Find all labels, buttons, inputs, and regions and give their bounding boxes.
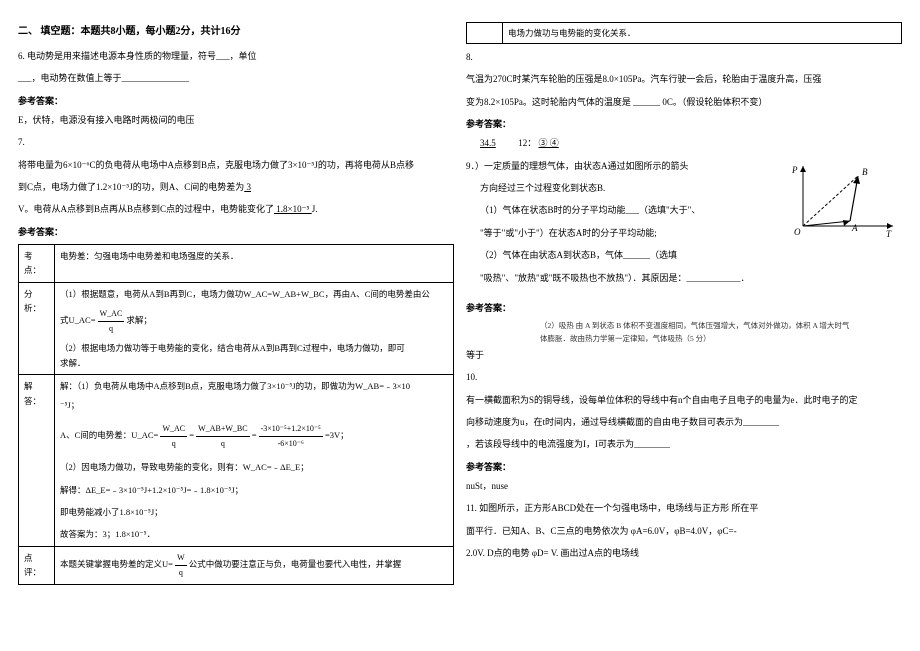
denominator: q bbox=[160, 437, 187, 451]
q10-line1: 有一横截面积为S的铜导线，设每单位体积的导线中有n个自由电子且电子的电量为e．此… bbox=[466, 393, 902, 407]
text-line: 式U_AC= W_ACq 求解； bbox=[60, 307, 448, 335]
text-line: ⁻⁵J； bbox=[60, 398, 448, 412]
answer-header: 参考答案： bbox=[466, 301, 902, 314]
pt-graph: P B A T O bbox=[788, 161, 898, 241]
q6-line1: 6. 电动势是用来描述电源本身性质的物理量，符号___，单位 bbox=[18, 49, 454, 63]
row-label: 考点： bbox=[19, 244, 55, 282]
q9-line5: （2）气体在由状态A到状态B，气体______（选填 bbox=[466, 248, 902, 262]
q6-answer: E，伏特，电源没有接入电路时两极间的电压 bbox=[18, 113, 454, 127]
q10-num: 10. bbox=[466, 370, 902, 384]
q8-num: 8. bbox=[466, 50, 902, 64]
text-line: （2）根据电场力做功等于电势能的变化，结合电荷从A到B再到C过程中，电场力做功，… bbox=[60, 341, 448, 355]
q8-line2: 变为8.2×105Pa。这时轮胎内气体的温度是 ______ 0C。（假设轮胎体… bbox=[466, 95, 902, 109]
q11-line2: 面平行．已知A、B、C三点的电势依次为 φA=6.0V，φB=4.0V，φC=- bbox=[466, 524, 902, 538]
numerator: W_AC bbox=[160, 422, 187, 437]
answer-header: 参考答案： bbox=[18, 94, 454, 107]
q8-line1: 气温为270C时某汽车轮胎的压强是8.0×105Pa。汽车行驶一会后，轮胎由于温… bbox=[466, 72, 902, 86]
fraction: Wq bbox=[175, 551, 187, 579]
txt: = bbox=[252, 430, 257, 440]
q7-line2: 到C点，电场力做了1.2×10⁻⁵J的功，则A、C间的电势差为 3 bbox=[18, 180, 454, 194]
denominator: q bbox=[98, 322, 125, 336]
q11-line1: 11. 如图所示，正方形ABCD处在一个匀强电场中，电场线与正方形 所在平 bbox=[466, 501, 902, 515]
q11-line3: 2.0V. D点的电势 φD= V. 画出过A点的电场线 bbox=[466, 546, 902, 560]
q7-l2-text: 到C点，电场力做了1.2×10⁻⁵J的功，则A、C间的电势差为 bbox=[18, 182, 244, 192]
text-line: （1）根据题意，电荷从A到B再到C，电场力做功W_AC=W_AB+W_BC，再由… bbox=[60, 287, 448, 301]
row-content: 电势差：匀强电场中电势差和电场强度的关系． bbox=[55, 244, 454, 282]
fraction: -3×10⁻⁵+1.2×10⁻⁵-6×10⁻⁶ bbox=[259, 422, 323, 450]
ans-a: 34.5 bbox=[480, 138, 496, 148]
q7-num: 7. bbox=[18, 135, 454, 149]
row-label: 解答： bbox=[19, 375, 55, 547]
row-label: 点评： bbox=[19, 546, 55, 584]
q8-answer: 34.5 12： ③ ④ bbox=[466, 136, 902, 150]
q9-line6: "吸热"、"放热"或"既不吸热也不放热"）．其原因是：____________． bbox=[466, 271, 902, 285]
ans-b: 12： bbox=[518, 138, 536, 148]
q7-blank1: 3 bbox=[244, 182, 251, 192]
q7-l3-text: V。电荷从A点移到B点再从B点移到C点的过程中，电势能变化了 bbox=[18, 204, 274, 214]
row-label: 分析： bbox=[19, 282, 55, 375]
left-column: 二、 填空题：本题共8小题，每小题2分，共计16分 6. 电动势是用来描述电源本… bbox=[18, 22, 454, 641]
origin-o: O bbox=[794, 227, 801, 237]
text-line: 解得：ΔE_E=﹣3×10⁻⁵J+1.2×10⁻⁵J=﹣1.8×10⁻⁵J； bbox=[60, 483, 448, 497]
txt: 式U_AC= bbox=[60, 315, 96, 325]
axis-p: P bbox=[791, 165, 798, 175]
point-a: A bbox=[851, 223, 858, 233]
text-line: 即电势能减小了1.8×10⁻⁵J； bbox=[60, 505, 448, 519]
q6-line2: ___，电动势在数值上等于_______________ bbox=[18, 71, 454, 85]
q10-answer: nuSt，nuse bbox=[466, 479, 902, 493]
denominator: q bbox=[196, 437, 249, 451]
numerator: W bbox=[175, 551, 187, 566]
numerator: -3×10⁻⁵+1.2×10⁻⁵ bbox=[259, 422, 323, 437]
q10-line3: ，若该段导线中的电流强度为I，I可表示为________ bbox=[466, 437, 902, 451]
denominator: q bbox=[175, 566, 187, 580]
answer-header-2: 参考答案： bbox=[18, 225, 454, 238]
row-content: 解：（1）负电荷从电场中A点移到B点，克服电场力做了3×10⁻⁵J的功，即做功为… bbox=[55, 375, 454, 547]
numerator: W_AB+W_BC bbox=[196, 422, 249, 437]
q9-note2: 体膨胀．故由热力学第一定律知，气体吸热（5 分） bbox=[526, 333, 902, 344]
equation-line: A、C间的电势差：U_AC= W_ACq = W_AB+W_BCq = -3×1… bbox=[60, 422, 448, 450]
continuation-box: 电场力做功与电势能的变化关系． bbox=[466, 22, 902, 44]
solution-table: 考点： 电势差：匀强电场中电势差和电场强度的关系． 分析： （1）根据题意，电荷… bbox=[18, 244, 454, 585]
numerator: W_AC bbox=[98, 307, 125, 322]
answer-header: 参考答案： bbox=[466, 117, 902, 130]
q7-line1: 将带电量为6×10⁻⁶C的负电荷从电场中A点移到B点，克服电场力做了3×10⁻⁵… bbox=[18, 158, 454, 172]
denominator: -6×10⁻⁶ bbox=[259, 437, 323, 451]
txt: =3V； bbox=[325, 430, 349, 440]
txt: 求解； bbox=[126, 315, 152, 325]
section-title: 二、 填空题：本题共8小题，每小题2分，共计16分 bbox=[18, 22, 454, 37]
ans-c: ③ ④ bbox=[539, 138, 559, 148]
point-b: B bbox=[862, 167, 868, 177]
fraction: W_ACq bbox=[98, 307, 125, 335]
q9-block: P B A T O 9．）一定质量的理想气体，由状态A通过如图所示的箭头 方向经… bbox=[466, 159, 902, 293]
text-line: （2）因电场力做功，导致电势能的变化，则有：W_AC=﹣ΔE_E； bbox=[60, 460, 448, 474]
row-content: （1）根据题意，电荷从A到B再到C，电场力做功W_AC=W_AB+W_BC，再由… bbox=[55, 282, 454, 375]
q9-note: （2）吸热 由 A 到状态 B 体积不变温度相同，气体压强增大，气体对外做功，体… bbox=[526, 320, 902, 331]
fraction: W_AB+W_BCq bbox=[196, 422, 249, 450]
q10-line2: 向移动速度为u，在t时间内，通过导线横截面的自由电子数目可表示为________ bbox=[466, 415, 902, 429]
txt: 公式中做功要注意正与负，电荷量也要代入电性，并掌握 bbox=[189, 559, 402, 569]
txt: A、C间的电势差：U_AC= bbox=[60, 430, 158, 440]
row-content: 本题关键掌握电势差的定义U= Wq 公式中做功要注意正与负，电荷量也要代入电性，… bbox=[55, 546, 454, 584]
q7-unit: J. bbox=[312, 204, 318, 214]
continuation-text: 电场力做功与电势能的变化关系． bbox=[503, 23, 902, 44]
text-line: 求解． bbox=[60, 356, 448, 370]
text-line: 故答案为：3；1.8×10⁻⁵． bbox=[60, 527, 448, 541]
text-line: 解：（1）负电荷从电场中A点移到B点，克服电场力做了3×10⁻⁵J的功，即做功为… bbox=[60, 379, 448, 393]
q9-eq: 等于 bbox=[466, 348, 902, 362]
axis-t: T bbox=[886, 229, 892, 239]
fraction: W_ACq bbox=[160, 422, 187, 450]
q7-blank2: 1.8×10⁻⁵ bbox=[274, 204, 312, 214]
q7-line3: V。电荷从A点移到B点再从B点移到C点的过程中，电势能变化了 1.8×10⁻⁵ … bbox=[18, 202, 454, 216]
txt: 本题关键掌握电势差的定义U= bbox=[60, 559, 173, 569]
right-column: 电场力做功与电势能的变化关系． 8. 气温为270C时某汽车轮胎的压强是8.0×… bbox=[466, 22, 902, 641]
empty-cell bbox=[467, 23, 503, 44]
txt: = bbox=[189, 430, 194, 440]
answer-header: 参考答案： bbox=[466, 460, 902, 473]
